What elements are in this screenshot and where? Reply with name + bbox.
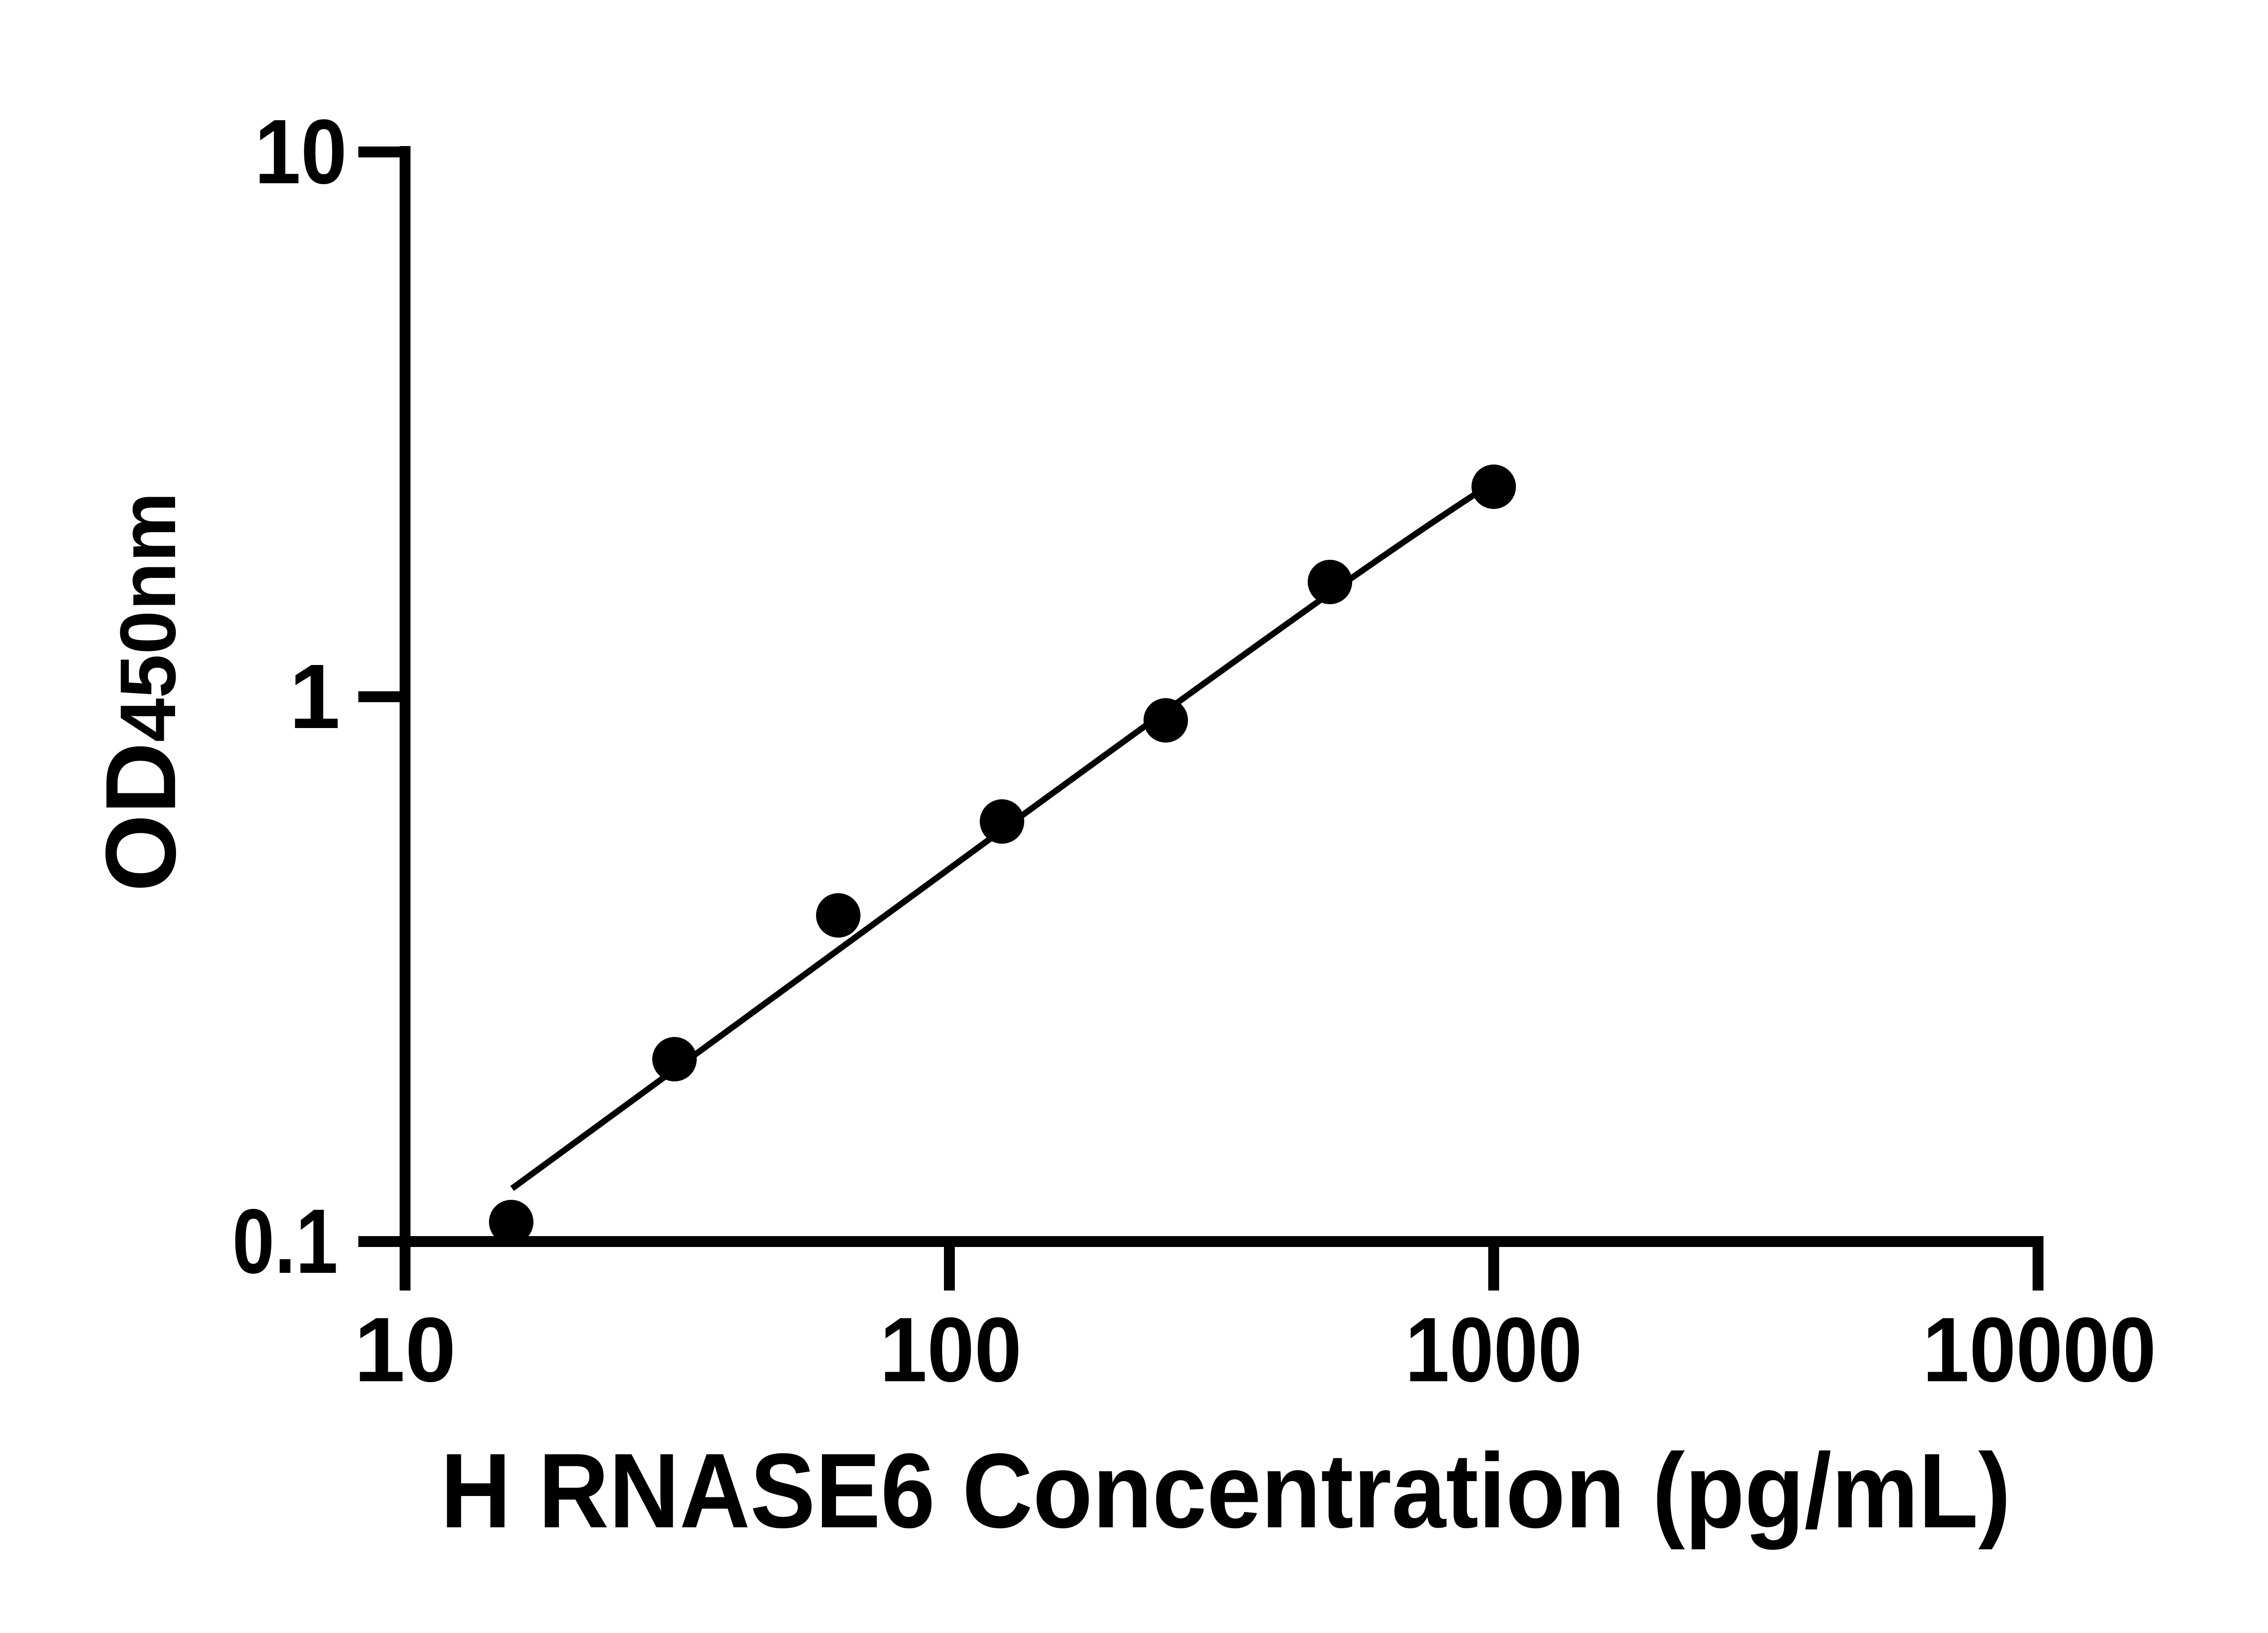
svg-text:100: 100 — [880, 1298, 1022, 1401]
svg-text:10: 10 — [254, 100, 347, 203]
svg-text:1000: 1000 — [1405, 1298, 1582, 1401]
svg-text:H RNASE6 Concentration (pg/mL): H RNASE6 Concentration (pg/mL) — [440, 1431, 2011, 1550]
svg-text:1: 1 — [289, 645, 340, 748]
svg-text:OD450nm: OD450nm — [85, 492, 196, 892]
svg-text:10000: 10000 — [1923, 1298, 2156, 1401]
svg-text:10: 10 — [354, 1298, 456, 1401]
svg-text:0.1: 0.1 — [232, 1190, 338, 1292]
